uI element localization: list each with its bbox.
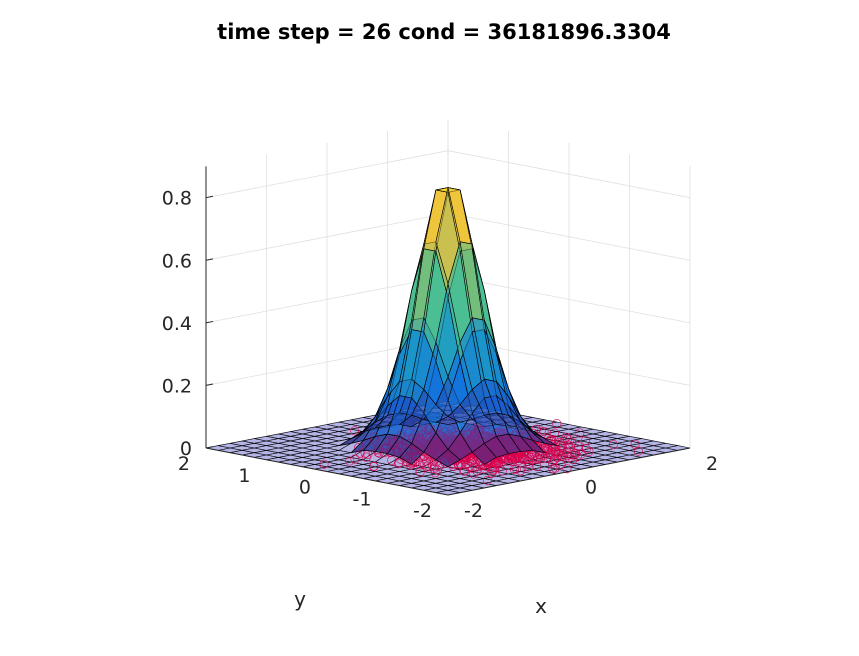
scatter-point <box>568 455 578 465</box>
scatter-point <box>559 436 569 446</box>
grid-line <box>205 212 449 261</box>
scatter-point <box>608 440 618 450</box>
y-tick-label: -2 <box>413 500 432 522</box>
scatter-point <box>345 456 355 466</box>
z-tick-label: 0.4 <box>162 313 192 335</box>
surface-facet <box>532 432 558 446</box>
scatter-point <box>476 461 486 471</box>
scatter-point <box>472 466 482 476</box>
scatter-point <box>532 453 542 463</box>
scatter-point <box>454 461 464 471</box>
scatter-point <box>573 441 583 451</box>
z-tick-label: 0.8 <box>162 188 192 210</box>
y-tick-label: 2 <box>178 453 190 475</box>
surface-mesh <box>205 187 691 496</box>
scatter-point <box>422 461 432 471</box>
scatter-point <box>422 462 432 472</box>
scatter-point <box>488 466 498 476</box>
z-tick-label: 0.2 <box>162 375 192 397</box>
grid-line <box>447 212 691 261</box>
scatter-point <box>547 444 557 455</box>
scatter-point <box>537 447 547 457</box>
scatter-point <box>459 466 469 476</box>
y-axis-label: y <box>294 587 306 611</box>
scatter-point <box>553 449 564 459</box>
scatter-point <box>549 428 560 438</box>
grid-line <box>205 150 449 199</box>
scatter-point <box>557 442 568 452</box>
z-tick-label: 0 <box>180 438 192 460</box>
chart-title: time step = 26 cond = 36181896.3304 <box>217 20 671 44</box>
x-tick-label: -2 <box>464 500 483 522</box>
scatter-point <box>464 461 474 471</box>
scatter-point <box>565 434 575 444</box>
x-tick-label: 0 <box>585 477 597 499</box>
scatter-point <box>462 458 472 469</box>
y-tick-label: -1 <box>353 488 372 510</box>
x-axis-line <box>447 447 691 496</box>
surface-facet <box>519 435 546 454</box>
z-tick <box>205 383 214 386</box>
z-tick <box>205 195 214 199</box>
scatter-point <box>548 464 558 474</box>
z-tick-label: 0.6 <box>162 250 192 272</box>
scatter-point <box>633 446 643 456</box>
scatter-point <box>575 428 585 438</box>
scatter-point <box>387 455 397 465</box>
scatter-point <box>393 459 403 469</box>
grid-line <box>447 150 691 199</box>
z-tick <box>205 258 214 261</box>
scatter-point <box>503 457 513 467</box>
scatter-point <box>562 464 572 474</box>
scatter-point <box>584 446 594 457</box>
scatter-point <box>528 454 538 465</box>
scatter-point <box>532 461 542 472</box>
scatter-point <box>539 426 549 436</box>
scatter-point <box>580 435 591 446</box>
scatter-point <box>564 443 574 453</box>
scatter-point <box>482 475 492 485</box>
scatter-point <box>545 449 556 459</box>
scatter-point <box>420 460 430 470</box>
grid-line <box>447 275 691 324</box>
scatter-point <box>415 460 426 470</box>
scatter-point <box>552 419 562 429</box>
y-tick-label: 1 <box>238 465 250 487</box>
scatter-point <box>524 462 534 472</box>
y-tick-label: 0 <box>299 477 311 499</box>
z-tick <box>205 446 214 449</box>
scatter-point <box>469 469 479 479</box>
scatter-point <box>488 462 498 473</box>
scatter-point <box>415 467 425 477</box>
x-axis-label: x <box>535 594 547 618</box>
scatter-point <box>487 468 497 478</box>
scatter-point <box>369 461 379 472</box>
scatter-point <box>430 468 440 478</box>
scatter-point <box>394 458 404 468</box>
z-tick <box>205 320 214 324</box>
scatter-point <box>490 463 500 473</box>
scatter-point <box>536 426 546 436</box>
grid-line <box>205 275 449 324</box>
scatter-point <box>350 426 360 436</box>
scatter-point <box>429 462 439 472</box>
x-tick-label: 2 <box>706 453 718 475</box>
scatter-point <box>554 437 564 447</box>
scatter-point <box>516 466 526 476</box>
y-axis-line <box>205 447 449 496</box>
scatter-point <box>319 459 329 469</box>
scatter-point <box>570 449 580 459</box>
scatter-point <box>511 464 522 474</box>
scatter-point <box>513 453 523 463</box>
scatter-point <box>350 454 360 464</box>
